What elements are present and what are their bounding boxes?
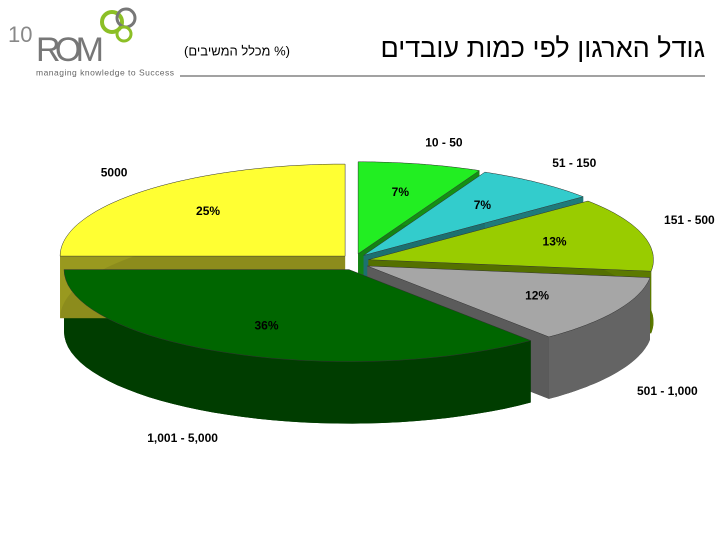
- logo-ring: [115, 25, 133, 43]
- logo: 10 ROM managing knowledge to Success: [8, 7, 174, 77]
- slice-wall: [548, 277, 650, 399]
- chart-subtitle: (% מכלל המשיבים): [184, 43, 290, 58]
- value-label: 7%: [392, 185, 410, 199]
- category-label: 10 - 50: [425, 135, 463, 149]
- logo-ring: [100, 10, 124, 34]
- logo-tagline: managing knowledge to Success: [36, 67, 174, 77]
- logo-number: 10: [8, 22, 32, 47]
- category-label: 1,001 - 5,000: [147, 431, 218, 445]
- category-label: 5000: [101, 165, 128, 179]
- value-label: 13%: [543, 234, 567, 248]
- logo-name: ROM: [36, 31, 104, 69]
- pie-slice: [367, 265, 651, 338]
- value-label: 25%: [196, 204, 220, 218]
- category-label: 51 - 150: [552, 156, 596, 170]
- value-label: 36%: [255, 318, 279, 332]
- pie-slice: [63, 269, 532, 362]
- category-label: 501 - 1,000: [637, 384, 698, 398]
- pie-slice: [59, 163, 346, 257]
- pie-slice: [368, 200, 654, 272]
- pie-slice: [357, 161, 481, 255]
- value-label: 12%: [525, 288, 549, 302]
- slice-wall: [64, 269, 531, 424]
- chart-title: גודל הארגון לפי כמות עובדים: [380, 33, 705, 63]
- value-label: 7%: [474, 198, 492, 212]
- pie-slice: [363, 171, 584, 256]
- pie: 7% 10 - 50 7% 51 - 150 13% 151 - 500 12% 501 - …: [59, 135, 715, 445]
- category-label: 151 - 500: [664, 213, 715, 227]
